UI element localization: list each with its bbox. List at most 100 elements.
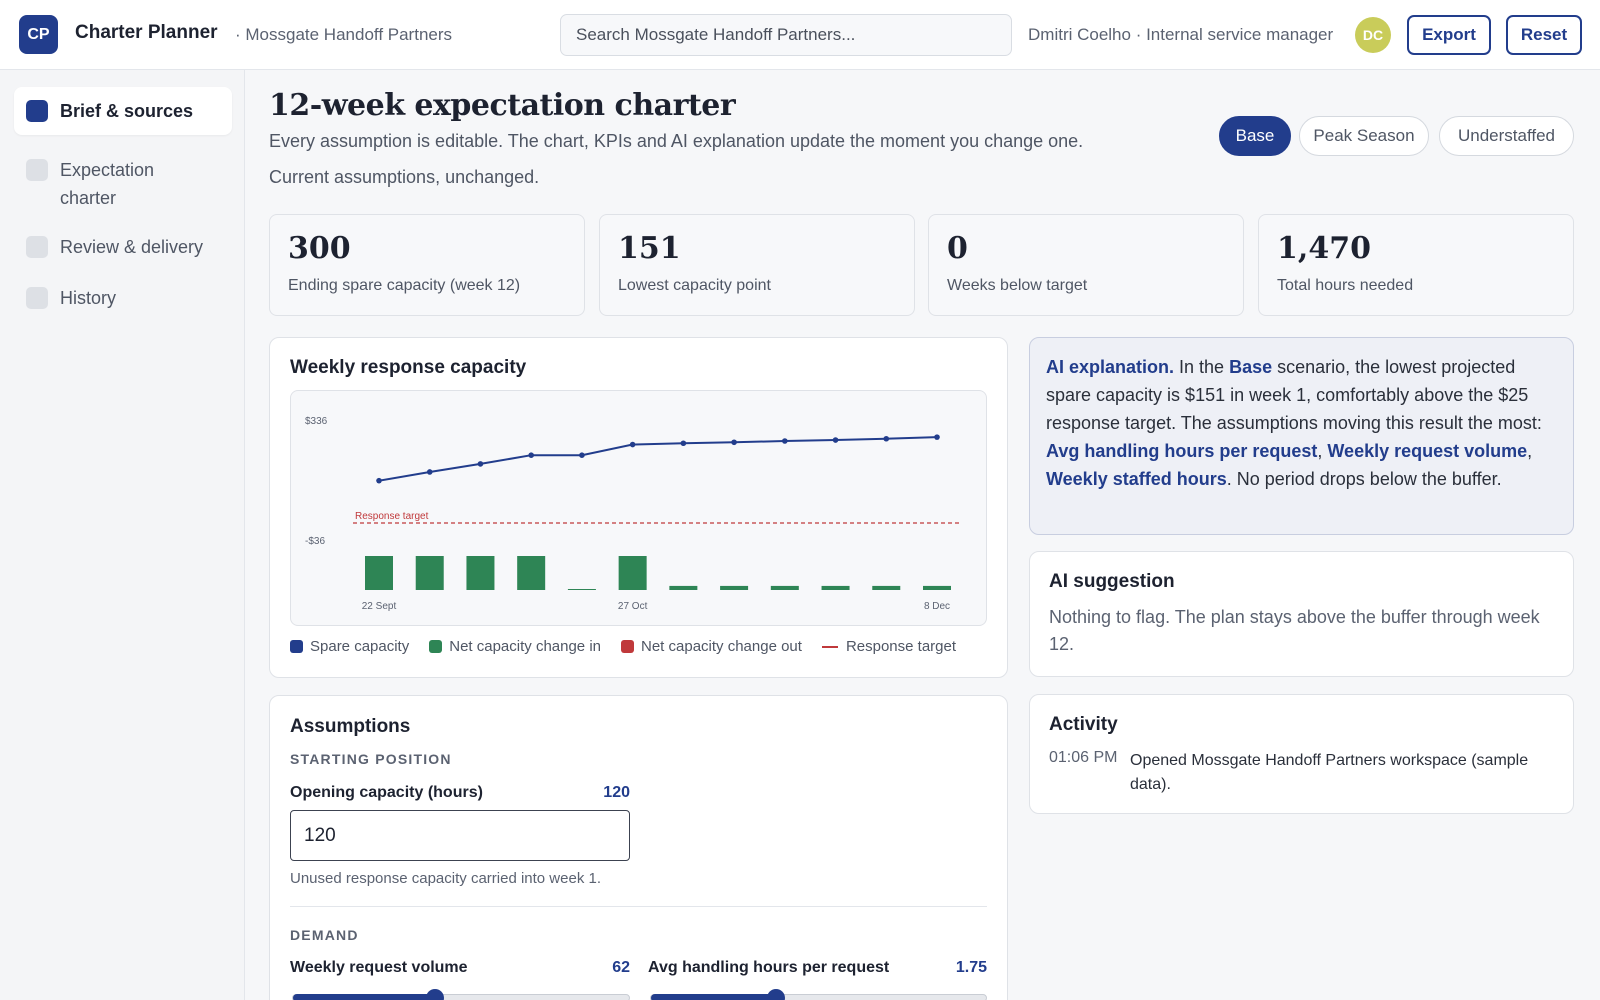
legend-swatch [621, 640, 634, 653]
legend-swatch [290, 640, 303, 653]
x-tick-label: 22 Sept [362, 601, 397, 612]
nav-marker [26, 287, 48, 309]
ai-text: scenario, the lowest projected spare cap… [1046, 357, 1542, 433]
slider-thumb[interactable] [425, 989, 444, 1000]
legend-label: Net capacity change out [641, 638, 802, 655]
page-status: Current assumptions, unchanged. [269, 167, 540, 187]
kpi-value: 300 [288, 231, 351, 266]
sidebar: Brief & sources Expectation charter Revi… [0, 70, 245, 1000]
legend-label: Response target [845, 638, 957, 655]
kpi-label: Lowest capacity point [618, 277, 771, 294]
legend-label: Net capacity change in [449, 638, 601, 655]
ai-label: AI explanation. [1046, 357, 1175, 377]
suggestion-title: AI suggestion [1049, 571, 1175, 592]
workspace-name: · Mossgate Handoff Partners [235, 25, 453, 44]
net-change-in-bar [923, 585, 951, 590]
sidebar-item-label: Review & delivery [60, 237, 204, 257]
chart-card: Weekly response capacity $336 -$36 Respons… [269, 337, 1008, 678]
assumptions-title: Assumptions [290, 716, 411, 737]
opening-capacity-hint: Unused response capacity carried into we… [290, 870, 602, 887]
x-tick-label: 8 Dec [924, 601, 950, 612]
legend-item-spare: Spare capacity [290, 638, 409, 655]
volume-slider[interactable] [292, 989, 630, 1000]
kpi-card: 0 Weeks below target [928, 214, 1244, 316]
nav-marker [26, 236, 48, 258]
spare-capacity-point [832, 437, 839, 443]
opening-capacity-value: 120 [603, 784, 630, 801]
handling-value: 1.75 [955, 959, 987, 976]
sidebar-item-charter[interactable]: Expectation charter [14, 146, 174, 222]
net-change-in-bar [517, 556, 546, 590]
kpi-value: 0 [947, 231, 968, 266]
net-change-in-bar [365, 556, 393, 590]
ai-factor-link[interactable]: Weekly request volume [1327, 441, 1528, 461]
legend-item-target: Response target [821, 638, 957, 655]
spare-capacity-point [680, 440, 687, 447]
response-target-label: Response target [355, 511, 429, 522]
opening-capacity-input[interactable] [290, 810, 630, 861]
sidebar-item-label: History [60, 288, 117, 308]
capacity-chart: $336 -$36 Response target 22 Sept 27 Oct 8 De… [305, 416, 961, 612]
activity-card: Activity 01:06 PM Opened Mossgate Handof… [1029, 694, 1574, 814]
spare-capacity-point [934, 434, 940, 440]
page-title: 12-week expectation charter [269, 88, 736, 123]
net-change-in-bar [872, 585, 901, 590]
opening-capacity-label: Opening capacity (hours) [290, 784, 483, 801]
reset-button[interactable]: Reset [1506, 15, 1582, 55]
user-name: Dmitri Coelho · Internal service manager [1028, 25, 1334, 44]
kpi-value: 151 [618, 231, 681, 266]
handling-slider[interactable] [650, 989, 987, 1000]
spare-capacity-point [629, 441, 636, 448]
legend-swatch [429, 640, 443, 653]
scenario-base-button[interactable]: Base [1219, 116, 1291, 156]
slider-fill [651, 994, 776, 1000]
sidebar-item-review[interactable]: Review & delivery [14, 223, 232, 271]
app-title: Charter Planner [75, 22, 218, 43]
page-subtitle: Every assumption is editable. The chart,… [269, 131, 1084, 151]
assumptions-card: Assumptions STARTING POSITION Opening ca… [269, 695, 1008, 1000]
section-label-starting: STARTING POSITION [290, 751, 452, 767]
handling-label: Avg handling hours per request [648, 959, 890, 976]
section-label-demand: DEMAND [290, 927, 359, 943]
volume-value: 62 [612, 959, 630, 976]
legend-label: Spare capacity [310, 638, 410, 655]
sidebar-item-brief[interactable]: Brief & sources [14, 87, 232, 135]
volume-label: Weekly request volume [290, 959, 468, 976]
x-tick-label: 27 Oct [618, 601, 648, 612]
net-change-in-bar [618, 556, 647, 590]
ai-factor-link[interactable]: Weekly staffed hours [1046, 469, 1227, 489]
chart-legend: Spare capacity Net capacity change in Ne… [290, 638, 976, 655]
avatar[interactable]: DC [1355, 17, 1391, 53]
spare-capacity-line [378, 436, 938, 482]
chart-area: $336 -$36 Response target 22 Sept 27 Oct 8 De… [290, 390, 987, 626]
legend-line [821, 645, 838, 648]
scenario-peak-button[interactable]: Peak Season [1299, 116, 1429, 156]
ai-factor-link[interactable]: Avg handling hours per request [1046, 441, 1318, 461]
scenario-understaffed-button[interactable]: Understaffed [1439, 116, 1574, 156]
sidebar-item-history[interactable]: History [14, 274, 232, 322]
ai-scenario-name[interactable]: Base [1229, 357, 1273, 377]
y-tick-label: -$36 [305, 536, 325, 547]
export-button[interactable]: Export [1407, 15, 1491, 55]
spare-capacity-point [731, 439, 737, 446]
search-input[interactable] [560, 14, 1012, 56]
spare-capacity-point [528, 452, 534, 458]
legend-item-out: Net capacity change out [621, 638, 802, 655]
section-divider [290, 906, 987, 907]
kpi-value: 1,470 [1277, 231, 1371, 266]
net-change-in-bar [770, 585, 799, 590]
chart-title: Weekly response capacity [290, 357, 527, 378]
spare-capacity-point [782, 438, 788, 444]
nav-active-marker [26, 100, 48, 122]
kpi-card: 151 Lowest capacity point [599, 214, 915, 316]
kpi-label: Total hours needed [1277, 277, 1414, 294]
spare-capacity-point [477, 461, 484, 467]
ai-text: , [1317, 441, 1328, 461]
spare-capacity-point [883, 435, 890, 442]
ai-text: In the [1174, 357, 1230, 377]
nav-marker [26, 159, 48, 181]
slider-thumb[interactable] [766, 989, 785, 1000]
y-tick-label: $336 [305, 416, 328, 427]
sidebar-item-label: Brief & sources [60, 101, 194, 121]
net-change-in-bar [415, 556, 444, 590]
